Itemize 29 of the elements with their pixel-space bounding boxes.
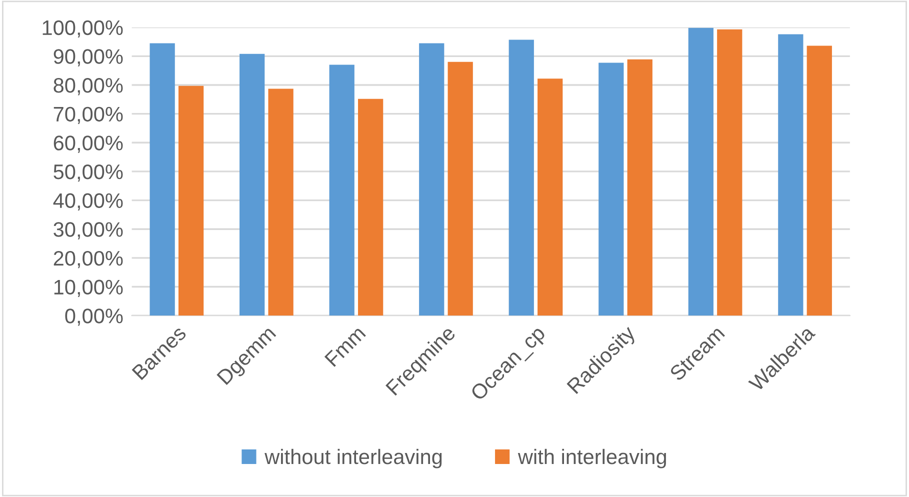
legend-label: without interleaving: [264, 448, 442, 468]
bar: [240, 54, 265, 316]
bar: [150, 43, 175, 316]
bar: [268, 88, 294, 316]
y-tick-label: 80,00%: [54, 78, 123, 96]
y-tick-label: 90,00%: [54, 49, 123, 66]
legend-label: with interleaving: [518, 448, 666, 468]
bar: [178, 86, 204, 316]
y-tick-label: 0,00%: [65, 308, 123, 326]
bar: [448, 62, 473, 316]
y-tick-label: 30,00%: [54, 222, 123, 240]
bar: [358, 98, 384, 316]
y-tick-label: 20,00%: [54, 250, 123, 268]
bar: [688, 28, 714, 316]
bar: [806, 46, 832, 316]
bar: [419, 43, 444, 316]
y-tick-label: 70,00%: [54, 106, 123, 124]
bar: [717, 29, 742, 316]
bar: [329, 64, 354, 316]
bar: [508, 40, 534, 316]
y-tick-label: 100,00%: [42, 20, 123, 38]
bar: [627, 59, 652, 316]
y-tick-label: 50,00%: [54, 164, 123, 182]
y-tick-label: 10,00%: [54, 280, 123, 297]
bar: [538, 78, 563, 316]
bar: [778, 34, 804, 316]
y-tick-label: 60,00%: [54, 136, 123, 153]
y-tick-label: 40,00%: [53, 193, 123, 211]
bar: [598, 62, 624, 316]
